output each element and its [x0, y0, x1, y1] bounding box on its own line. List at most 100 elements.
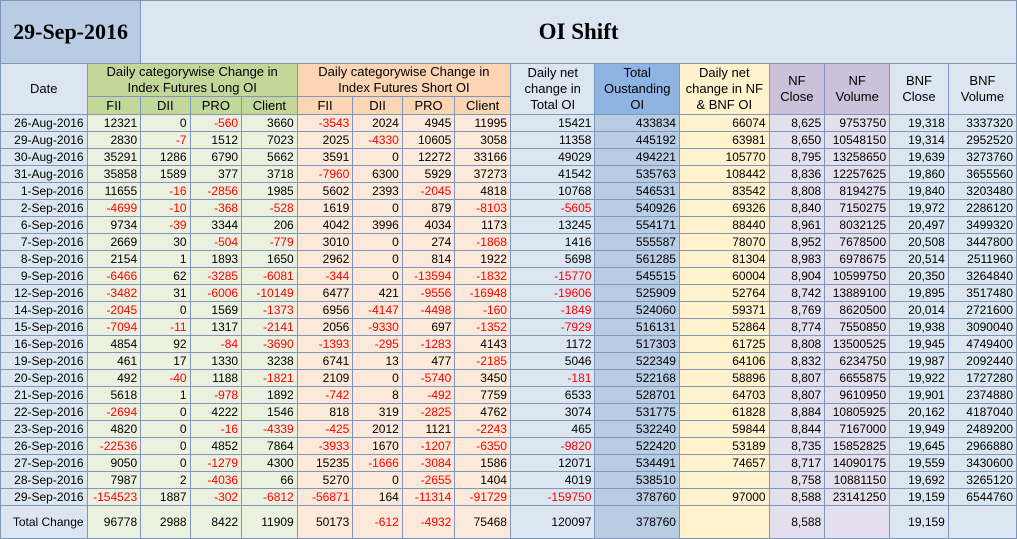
total-row-body: Total Change 96778 2988 8422 11909 50173 -612-… [0, 505, 1017, 539]
cell-nf-close: 8,832 [768, 352, 826, 370]
cell-bnf-close: 20,508 [889, 233, 949, 251]
cell-long-pro: -1279 [189, 454, 243, 472]
cell-short-fii: 50173 [296, 505, 354, 539]
cell-date: 15-Sep-2016 [0, 318, 88, 336]
cell-date: 16-Sep-2016 [0, 335, 88, 353]
cell-long-pro: -6006 [189, 284, 243, 302]
cell-bnf-volume: 4187040 [947, 403, 1017, 421]
cell-bnf-close: 19,987 [889, 352, 949, 370]
cell-bnf-volume: 3337320 [947, 114, 1017, 132]
cell-nf-bnf-change: 52764 [678, 284, 770, 302]
cell-bnf-close: 19,895 [889, 284, 949, 302]
cell-long-dii: 0 [140, 420, 191, 438]
cell-total-oi: 561285 [594, 250, 680, 268]
cell-short-dii: 421 [352, 284, 403, 302]
cell-short-client: 7759 [454, 386, 511, 404]
cell-short-fii: 3010 [296, 233, 354, 251]
cell-total-oi: 445192 [594, 131, 680, 149]
cell-long-fii: 4820 [86, 420, 142, 438]
cell-short-dii: 2393 [352, 182, 403, 200]
header-long-client: Client [241, 96, 298, 115]
cell-short-pro: -2045 [401, 182, 456, 200]
cell-short-fii: -56871 [296, 488, 354, 506]
total-row: Total Change 96778 2988 8422 11909 50173 -612-… [0, 505, 1017, 539]
cell-short-dii: -9330 [352, 318, 403, 336]
table-row: 29-Sep-2016 -154523 1887 -302 -6812 -56871 164… [0, 488, 1017, 506]
cell-long-pro: 1188 [189, 369, 243, 387]
cell-nf-bnf-change: 74657 [678, 454, 770, 472]
cell-net-change: 4019 [509, 471, 596, 489]
cell-short-pro: -2825 [401, 403, 456, 421]
cell-date: 20-Sep-2016 [0, 369, 88, 387]
cell-short-pro: 4034 [401, 216, 456, 234]
cell-short-fii: 4042 [296, 216, 354, 234]
cell-short-pro: -492 [401, 386, 456, 404]
cell-total-oi: 522349 [594, 352, 680, 370]
cell-date: 21-Sep-2016 [0, 386, 88, 404]
cell-bnf-volume: 4749400 [947, 335, 1017, 353]
cell-long-pro: -368 [189, 199, 243, 217]
cell-nf-bnf-change [678, 471, 770, 489]
cell-net-change: 15421 [509, 114, 596, 132]
cell-short-dii: 3996 [352, 216, 403, 234]
table-row: 28-Sep-2016 7987 2 -4036 66 5270 0 -2655 1404 401… [0, 471, 1017, 489]
header-short-group: Daily categorywise Change in Index Futur… [296, 63, 511, 97]
cell-short-pro: 697 [401, 318, 456, 336]
cell-nf-bnf-change: 64703 [678, 386, 770, 404]
cell-nf-volume: 8620500 [824, 301, 891, 319]
cell-nf-close: 8,836 [768, 165, 826, 183]
cell-bnf-close: 19,559 [889, 454, 949, 472]
cell-long-client: -1821 [241, 369, 298, 387]
cell-short-client: 4143 [454, 335, 511, 353]
table-row: 26-Sep-2016 -22536 0 4852 7864 -3933 1670 -1207… [0, 437, 1017, 455]
header-nf-bnf-change: Daily net change in NF & BNF OI [678, 63, 770, 115]
cell-nf-bnf-change: 61828 [678, 403, 770, 421]
cell-total-oi: 545515 [594, 267, 680, 285]
cell-long-fii: -2045 [86, 301, 142, 319]
cell-long-dii: 92 [140, 335, 191, 353]
cell-nf-volume: 13500525 [824, 335, 891, 353]
table-row: 7-Sep-2016 2669 30 -504 -779 3010 0 274 -1868 141… [0, 233, 1017, 251]
cell-long-pro: 1330 [189, 352, 243, 370]
cell-long-dii: 0 [140, 403, 191, 421]
cell-nf-close: 8,774 [768, 318, 826, 336]
cell-short-fii: -7960 [296, 165, 354, 183]
table-row: 12-Sep-2016 -3482 31 -6006 -10149 6477 421 -955… [0, 284, 1017, 302]
cell-bnf-close: 19,922 [889, 369, 949, 387]
cell-long-pro: 1569 [189, 301, 243, 319]
cell-long-client: -6812 [241, 488, 298, 506]
cell-short-client: 3450 [454, 369, 511, 387]
cell-net-change: -19606 [509, 284, 596, 302]
cell-long-fii: 492 [86, 369, 142, 387]
cell-short-pro: -4932 [401, 505, 456, 539]
cell-long-fii: -7094 [86, 318, 142, 336]
cell-total-oi: 534491 [594, 454, 680, 472]
header-short-dii: DII [352, 96, 403, 115]
cell-long-dii: 2988 [140, 505, 191, 539]
header-long-group: Daily categorywise Change in Index Futur… [86, 63, 298, 97]
cell-bnf-volume: 6544760 [947, 488, 1017, 506]
cell-total-oi: 554171 [594, 216, 680, 234]
header-long-fii: FII [86, 96, 142, 115]
cell-short-pro: -3084 [401, 454, 456, 472]
cell-nf-close: 8,807 [768, 369, 826, 387]
cell-total-oi: 546531 [594, 182, 680, 200]
cell-total-oi: 517303 [594, 335, 680, 353]
cell-short-fii: -425 [296, 420, 354, 438]
cell-short-pro: 1121 [401, 420, 456, 438]
table-row: 29-Aug-2016 2830 -7 1512 7023 2025 -4330 10605 3… [0, 131, 1017, 149]
cell-short-client: 3058 [454, 131, 511, 149]
cell-short-dii: 2024 [352, 114, 403, 132]
cell-short-fii: -3543 [296, 114, 354, 132]
cell-long-pro: -16 [189, 420, 243, 438]
cell-short-pro: -1283 [401, 335, 456, 353]
cell-date: 19-Sep-2016 [0, 352, 88, 370]
cell-short-dii: 1670 [352, 437, 403, 455]
cell-total-oi: 531775 [594, 403, 680, 421]
cell-short-dii: 8 [352, 386, 403, 404]
cell-date: 23-Sep-2016 [0, 420, 88, 438]
cell-long-client: -779 [241, 233, 298, 251]
table-row: 6-Sep-2016 9734 -39 3344 206 4042 3996 4034 1173… [0, 216, 1017, 234]
cell-long-client: 5662 [241, 148, 298, 166]
